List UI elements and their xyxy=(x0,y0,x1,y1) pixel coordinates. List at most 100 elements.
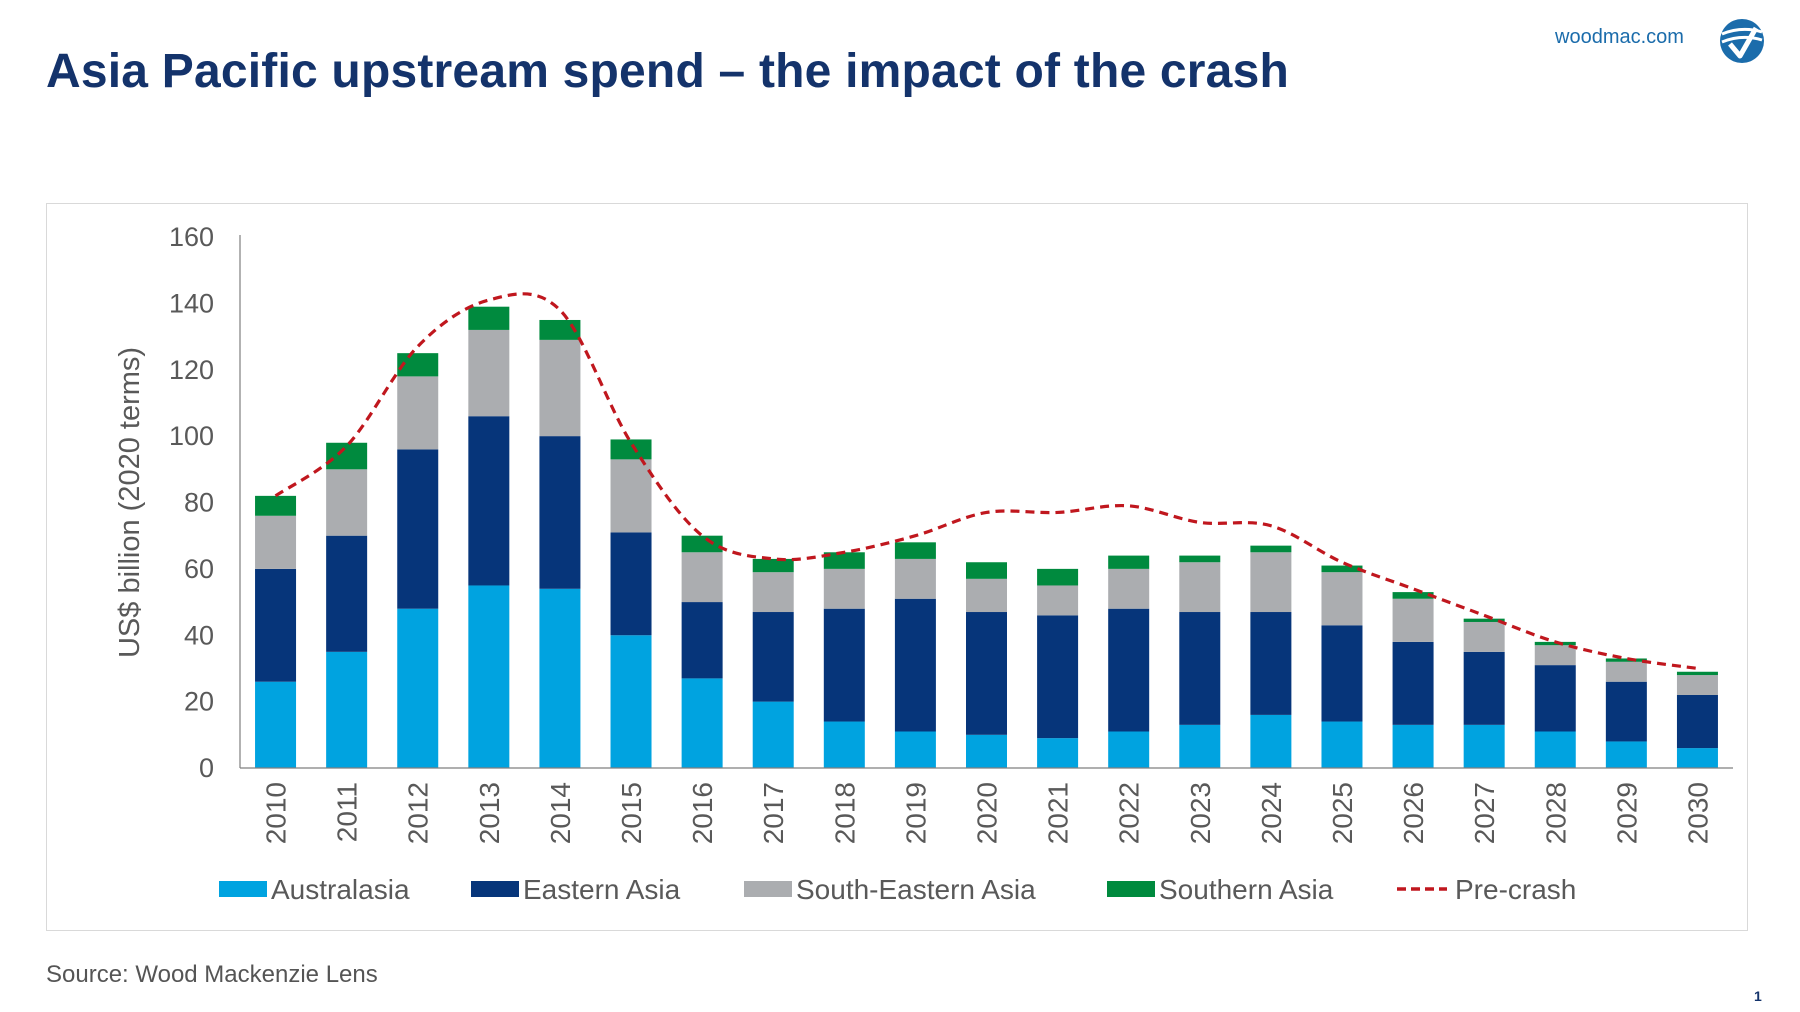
x-tick-label: 2021 xyxy=(1043,782,1074,844)
legend-label-australasia: Australasia xyxy=(271,874,410,905)
bar-segment-australasia xyxy=(539,588,581,768)
bar-segment-south-eastern-asia xyxy=(1605,661,1647,682)
bar-segment-south-eastern-asia xyxy=(397,376,439,450)
bar-segment-south-eastern-asia xyxy=(326,469,368,536)
bar-segment-southern-asia xyxy=(1179,555,1221,563)
woodmac-logo-icon xyxy=(1720,19,1764,63)
bar-segment-eastern-asia xyxy=(966,612,1007,735)
y-tick-label: 160 xyxy=(169,222,214,252)
bar-segment-southern-asia xyxy=(397,353,439,377)
y-tick-label: 140 xyxy=(169,288,214,318)
bar-segment-australasia xyxy=(894,731,936,768)
bar-segment-australasia xyxy=(1108,731,1150,768)
page-title: Asia Pacific upstream spend – the impact… xyxy=(46,45,1289,98)
bar-segment-eastern-asia xyxy=(894,598,936,732)
bar-segment-australasia xyxy=(1250,714,1292,768)
bar-segment-southern-asia xyxy=(610,439,652,460)
bar-segment-southern-asia xyxy=(468,306,510,330)
bar-segment-eastern-asia xyxy=(326,535,368,652)
bar-segment-south-eastern-asia xyxy=(255,515,297,569)
legend-swatch-south-eastern-asia xyxy=(744,881,792,897)
bar-segment-south-eastern-asia xyxy=(1250,552,1292,613)
bar-segment-australasia xyxy=(1463,724,1505,768)
x-tick-label: 2017 xyxy=(758,782,789,844)
bar-segment-australasia xyxy=(1179,724,1221,768)
bar-segment-south-eastern-asia xyxy=(1463,621,1505,652)
bar-segment-australasia xyxy=(966,734,1007,768)
bar-segment-south-eastern-asia xyxy=(1108,568,1150,609)
x-tick-label: 2024 xyxy=(1256,782,1287,844)
y-axis-label: US$ billion (2020 terms) xyxy=(114,347,146,658)
x-tick-label: 2016 xyxy=(687,782,718,844)
bar-segment-australasia xyxy=(1605,741,1647,768)
bar-segment-eastern-asia xyxy=(1250,612,1292,715)
bar-segment-australasia xyxy=(1534,731,1576,768)
stacked-bar-chart: 0 20 40 60 80 100 120 140 160 US$ billion (2020 t… xyxy=(114,222,1733,905)
x-tick-label: 2025 xyxy=(1327,782,1358,844)
x-tick-label: 2028 xyxy=(1540,782,1571,844)
bar-segment-eastern-asia xyxy=(1463,651,1505,725)
bar-segment-australasia xyxy=(1392,724,1434,768)
x-tick-label: 2011 xyxy=(332,782,363,842)
bar-segment-southern-asia xyxy=(752,558,794,573)
bar-segment-eastern-asia xyxy=(1321,625,1363,722)
legend-label-pre-crash: Pre-crash xyxy=(1455,874,1576,905)
website-link[interactable]: woodmac.com xyxy=(1555,26,1684,48)
bar-segment-southern-asia xyxy=(681,535,723,553)
y-tick-label: 20 xyxy=(184,687,214,717)
x-tick-label: 2026 xyxy=(1398,782,1429,844)
legend-swatch-australasia xyxy=(219,881,267,897)
bar-segment-australasia xyxy=(255,681,297,768)
bar-segment-eastern-asia xyxy=(681,602,723,679)
x-tick-label: 2029 xyxy=(1611,782,1642,844)
bar-segment-australasia xyxy=(752,701,794,768)
bar-segment-eastern-asia xyxy=(539,436,581,589)
bar-segment-eastern-asia xyxy=(1392,641,1434,725)
y-tick-label: 100 xyxy=(169,421,214,451)
x-tick-label: 2018 xyxy=(829,782,860,844)
bar-segment-australasia xyxy=(326,651,368,768)
x-tick-label: 2022 xyxy=(1114,782,1145,844)
bar-segment-south-eastern-asia xyxy=(1676,675,1718,695)
x-tick-label: 2027 xyxy=(1469,782,1500,844)
x-tick-label: 2023 xyxy=(1185,782,1216,844)
bar-segment-eastern-asia xyxy=(1534,665,1576,732)
bar-segment-south-eastern-asia xyxy=(610,459,652,533)
x-tick-label: 2013 xyxy=(474,782,505,844)
x-tick-label: 2030 xyxy=(1682,782,1713,844)
bar-segment-eastern-asia xyxy=(1676,694,1718,749)
x-tick-label: 2020 xyxy=(972,782,1003,844)
bar-segment-south-eastern-asia xyxy=(894,558,936,599)
x-tick-label: 2014 xyxy=(545,782,576,844)
chart-container: 0 20 40 60 80 100 120 140 160 US$ billion (2020 t… xyxy=(46,203,1748,931)
y-tick-label: 120 xyxy=(169,355,214,385)
bar-segment-south-eastern-asia xyxy=(1534,645,1576,666)
bar-segment-australasia xyxy=(468,585,510,768)
bar-segment-south-eastern-asia xyxy=(539,339,581,437)
bar-segment-south-eastern-asia xyxy=(1392,598,1434,642)
bar-segment-southern-asia xyxy=(1605,658,1647,662)
bar-segment-australasia xyxy=(610,635,652,768)
bar-segment-eastern-asia xyxy=(823,608,865,722)
bar-segment-south-eastern-asia xyxy=(681,552,723,603)
bar-segment-southern-asia xyxy=(966,562,1007,579)
bar-segment-eastern-asia xyxy=(1108,608,1150,732)
bar-segment-southern-asia xyxy=(1250,545,1292,553)
bar-segment-southern-asia xyxy=(894,542,936,559)
series-line-pre-crash xyxy=(274,292,1698,671)
bar-segment-southern-asia xyxy=(326,442,368,470)
bar-segment-eastern-asia xyxy=(397,449,439,609)
x-tick-label: 2015 xyxy=(616,782,647,844)
source-note: Source: Wood Mackenzie Lens xyxy=(46,961,378,988)
bar-segment-eastern-asia xyxy=(255,568,297,682)
bar-segment-southern-asia xyxy=(1392,592,1434,599)
x-tick-label: 2012 xyxy=(403,782,434,844)
bar-segment-south-eastern-asia xyxy=(823,568,865,609)
bar-segment-eastern-asia xyxy=(1179,612,1221,725)
bar-segment-south-eastern-asia xyxy=(966,578,1007,613)
bar-segment-southern-asia xyxy=(1463,618,1505,622)
y-tick-label: 40 xyxy=(184,620,214,650)
bar-segment-south-eastern-asia xyxy=(1321,572,1363,626)
y-tick-label: 80 xyxy=(184,488,214,518)
bar-segment-south-eastern-asia xyxy=(1037,585,1079,616)
